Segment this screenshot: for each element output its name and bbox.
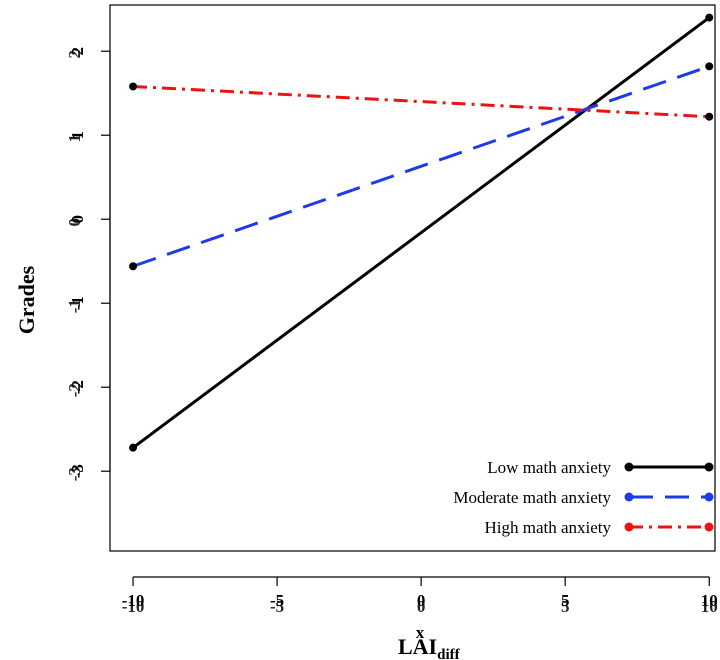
legend-label: High math anxiety bbox=[484, 518, 611, 537]
legend: Low math anxiety Moderate math anxiety Hig… bbox=[453, 458, 714, 537]
y-tick-label: 0 bbox=[68, 215, 87, 224]
x-axis-title-main: LAI bbox=[398, 634, 437, 659]
x-tick-label-overlay: -10 bbox=[122, 597, 145, 616]
y-tick-label: -2 bbox=[68, 380, 87, 394]
plot-frame bbox=[109, 4, 716, 552]
series-point bbox=[129, 82, 138, 91]
x-tick-label: -10 bbox=[122, 591, 145, 610]
y-tick-label: -1 bbox=[68, 296, 87, 310]
legend-label: Moderate math anxiety bbox=[453, 488, 611, 507]
series-layer bbox=[129, 13, 714, 452]
legend-marker bbox=[624, 492, 634, 502]
series-point bbox=[705, 112, 714, 121]
y-tick-label-overlay: 2 bbox=[65, 50, 84, 59]
series-point bbox=[705, 13, 714, 22]
x-tick-label-overlay: 0 bbox=[417, 597, 426, 616]
y-tick-label: -3 bbox=[68, 464, 87, 478]
series-point bbox=[705, 62, 714, 71]
x-axis-title-overlay: x bbox=[416, 623, 425, 642]
legend-marker bbox=[704, 462, 714, 472]
x-tick-label-overlay: 10 bbox=[701, 597, 718, 616]
y-tick-label-overlay: -1 bbox=[65, 299, 84, 313]
y-axis-title: Grades bbox=[14, 265, 39, 334]
x-tick-label-overlay: -5 bbox=[270, 597, 284, 616]
y-tick-label-overlay: 0 bbox=[65, 218, 84, 227]
y-tick-label-overlay: 1 bbox=[65, 134, 84, 143]
legend-marker bbox=[624, 462, 634, 472]
legend-marker bbox=[704, 522, 714, 532]
series-line bbox=[132, 64, 710, 268]
legend-marker bbox=[704, 492, 714, 502]
x-tick-label-overlay: 5 bbox=[561, 597, 570, 616]
x-tick-label: -5 bbox=[270, 591, 284, 610]
x-tick-label: 5 bbox=[561, 591, 570, 610]
series-point bbox=[129, 443, 138, 452]
x-tick-label: 0 bbox=[417, 591, 426, 610]
x-tick-label: 10 bbox=[701, 591, 718, 610]
legend-label: Low math anxiety bbox=[487, 458, 611, 477]
series-point bbox=[129, 262, 138, 271]
y-tick-label-overlay: -3 bbox=[65, 467, 84, 481]
series-line bbox=[132, 84, 710, 119]
y-tick-label: 2 bbox=[68, 47, 87, 56]
y-tick-label-overlay: -2 bbox=[65, 383, 84, 397]
series-line bbox=[132, 16, 711, 449]
x-axis-title-subscript: diff bbox=[437, 647, 461, 660]
legend-marker bbox=[624, 522, 634, 532]
x-axis-title: LAIdiff bbox=[398, 634, 461, 660]
y-tick-label: 1 bbox=[68, 131, 87, 140]
